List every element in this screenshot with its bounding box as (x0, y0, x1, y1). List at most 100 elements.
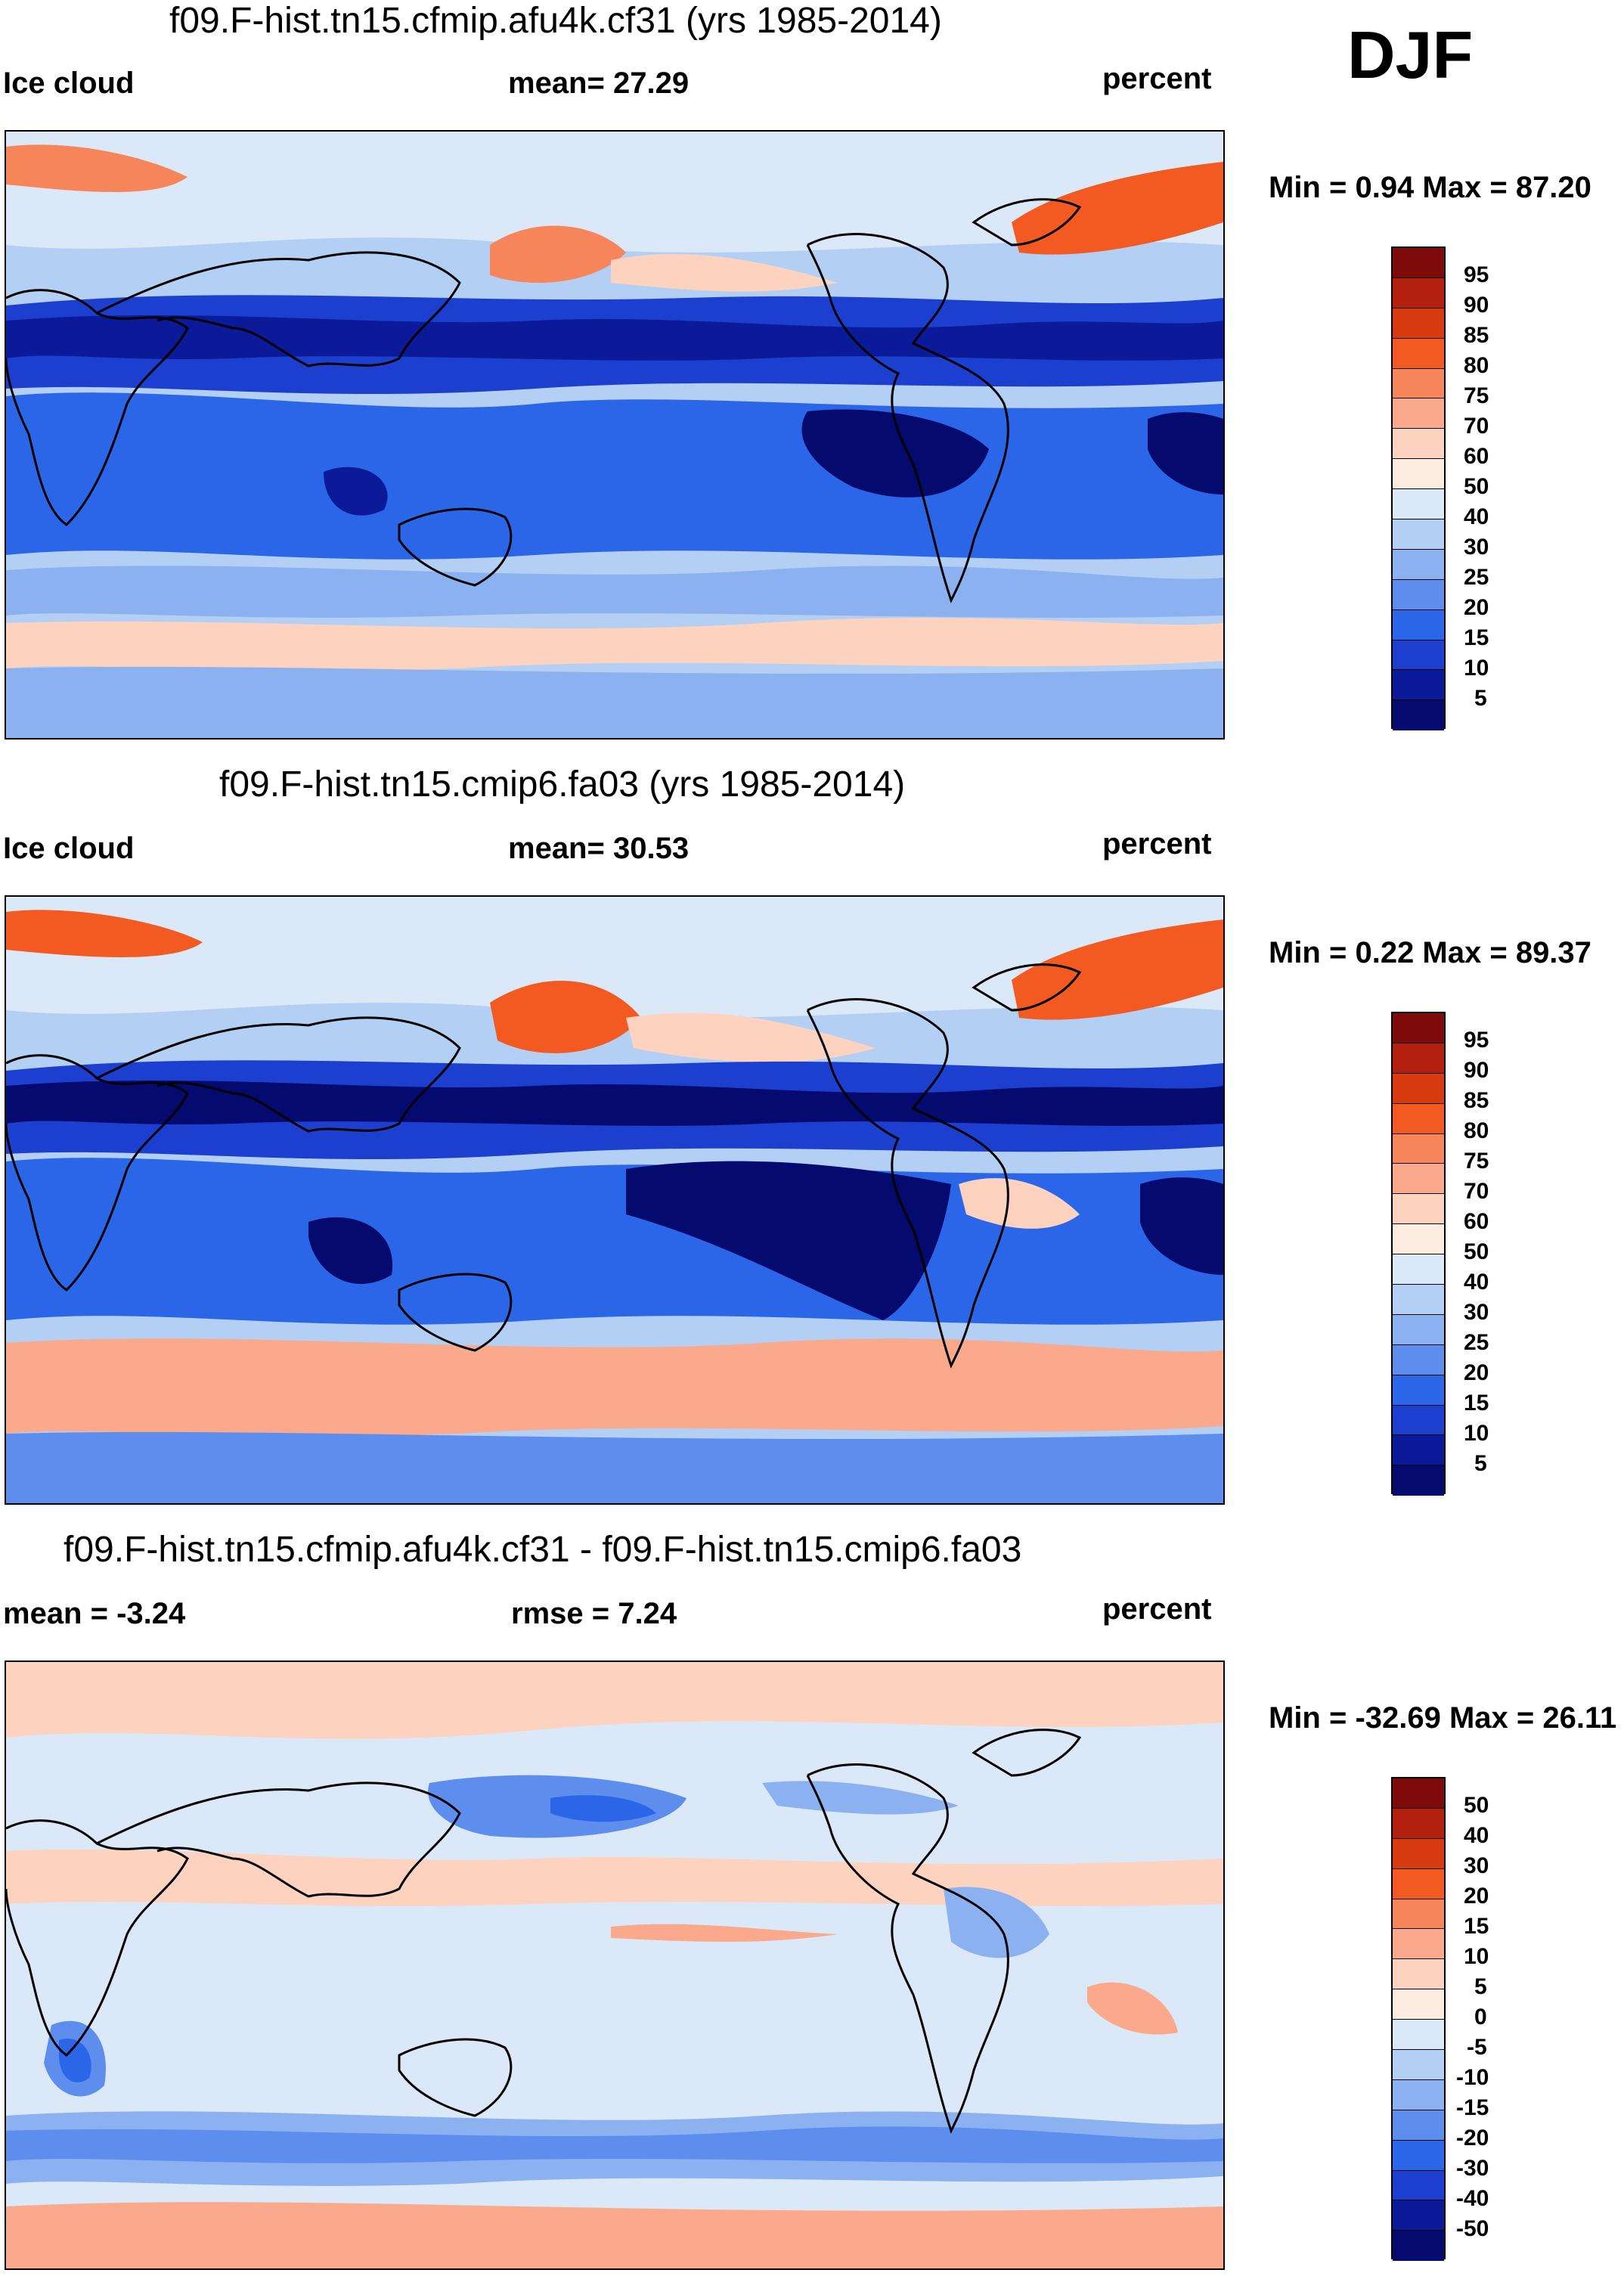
colorbar-swatch (1393, 459, 1444, 490)
colorbar-swatch (1393, 1285, 1444, 1315)
colorbar-swatch (1393, 1838, 1444, 1869)
panel-mean-label: mean= 30.53 (508, 832, 690, 865)
colorbar-tick-label: 70 (1464, 414, 1489, 439)
colorbar-swatch (1393, 1133, 1444, 1164)
colorbar-swatch (1393, 2200, 1444, 2231)
colorbar-tick-label: 50 (1464, 1239, 1489, 1264)
colorbar-tick-label: 85 (1464, 1088, 1489, 1113)
colorbar-swatch (1393, 2079, 1444, 2110)
colorbar-swatch (1393, 429, 1444, 460)
colorbar-tick-label: -20 (1456, 2126, 1489, 2150)
panel-mean-label: mean= 27.29 (508, 67, 690, 100)
colorbar-tick-label: 40 (1464, 504, 1489, 529)
panel-title: f09.F-hist.tn15.cfmip.afu4k.cf31 (yrs 19… (169, 1, 942, 41)
colorbar-tick-label: 90 (1464, 293, 1489, 318)
colorbar-tick-label: 25 (1464, 1330, 1489, 1355)
colorbar-swatch (1393, 700, 1444, 731)
colorbar-swatch (1393, 2050, 1444, 2080)
colorbar-swatch (1393, 308, 1444, 339)
colorbar-swatch (1393, 1989, 1444, 2020)
colorbar-tick-label: 5 (1474, 1974, 1487, 1999)
colorbar-swatch (1393, 2170, 1444, 2201)
colorbar-swatch (1393, 338, 1444, 369)
colorbar-tick-label: 15 (1464, 1391, 1489, 1416)
colorbar-tick-label: 40 (1464, 1270, 1489, 1295)
colorbar-tick-label: 60 (1464, 444, 1489, 469)
map-panel-ice-cloud-experiment (5, 130, 1225, 740)
colorbar-swatch (1393, 2231, 1444, 2262)
panel-minmax-label: Min = 0.94 Max = 87.20 (1269, 171, 1591, 204)
colorbar-swatch (1393, 489, 1444, 520)
colorbar-tick-label: 75 (1464, 383, 1489, 408)
colorbar-swatch (1393, 1254, 1444, 1285)
colorbar-tick-label: 70 (1464, 1179, 1489, 1204)
colorbar-tick-label: 85 (1464, 323, 1489, 348)
panel-minmax-label: Min = 0.22 Max = 89.37 (1269, 936, 1591, 969)
colorbar-swatch (1393, 1435, 1444, 1466)
colorbar-tick-label: 75 (1464, 1149, 1489, 1174)
panel-units-label: percent (1102, 827, 1212, 860)
colorbar-tick-label: 30 (1464, 1300, 1489, 1325)
colorbar-tick-label: 30 (1464, 1853, 1489, 1878)
colorbar-swatch (1393, 549, 1444, 580)
colorbar-tick-label: 40 (1464, 1823, 1489, 1848)
colorbar-swatch (1393, 519, 1444, 550)
colorbar-panel-1 (1391, 247, 1446, 731)
colorbar-swatch (1393, 1073, 1444, 1104)
map-panel-ice-cloud-control (5, 895, 1225, 1505)
colorbar-tick-label: 10 (1464, 1421, 1489, 1446)
panel-variable-label: Ice cloud (3, 832, 135, 865)
colorbar-tick-label: 10 (1464, 656, 1489, 681)
colorbar-tick-label: -50 (1456, 2216, 1489, 2241)
colorbar-swatch (1393, 1929, 1444, 1960)
colorbar-tick-label: 95 (1464, 1028, 1489, 1053)
colorbar-swatch (1393, 1013, 1444, 1043)
colorbar-tick-label: 0 (1474, 2005, 1487, 2029)
colorbar-tick-label: -15 (1456, 2095, 1489, 2120)
colorbar-panel-2 (1391, 1012, 1446, 1496)
colorbar-swatch (1393, 2140, 1444, 2171)
colorbar-swatch (1393, 1103, 1444, 1134)
colorbar-tick-label: 90 (1464, 1058, 1489, 1083)
colorbar-tick-label: 50 (1464, 474, 1489, 499)
colorbar-tick-label: 5 (1474, 1451, 1487, 1476)
colorbar-tick-label: 20 (1464, 1884, 1489, 1909)
colorbar-swatch (1393, 609, 1444, 640)
colorbar-tick-label: 5 (1474, 686, 1487, 711)
panel-units-label: percent (1102, 62, 1212, 95)
colorbar-swatch (1393, 1868, 1444, 1899)
colorbar-tick-label: 80 (1464, 1118, 1489, 1143)
colorbar-swatch (1393, 640, 1444, 671)
colorbar-swatch (1393, 1043, 1444, 1074)
colorbar-tick-label: 60 (1464, 1209, 1489, 1234)
colorbar-tick-label: 30 (1464, 535, 1489, 560)
season-label: DJF (1347, 17, 1474, 92)
colorbar-swatch (1393, 2110, 1444, 2141)
colorbar-swatch (1393, 1899, 1444, 1930)
colorbar-tick-label: 20 (1464, 1360, 1489, 1385)
panel-variable-label: Ice cloud (3, 67, 135, 100)
colorbar-swatch (1393, 248, 1444, 278)
panel-title: f09.F-hist.tn15.cfmip.afu4k.cf31 - f09.F… (64, 1530, 1022, 1570)
map-panel-difference (5, 1660, 1225, 2270)
colorbar-swatch (1393, 1959, 1444, 1990)
colorbar-swatch (1393, 1224, 1444, 1255)
colorbar-tick-label: 25 (1464, 565, 1489, 590)
panel-minmax-label: Min = -32.69 Max = 26.11 (1269, 1701, 1617, 1735)
panel-title: f09.F-hist.tn15.cmip6.fa03 (yrs 1985-201… (219, 764, 906, 805)
colorbar-swatch (1393, 368, 1444, 399)
colorbar-tick-label: -5 (1467, 2035, 1487, 2060)
colorbar-tick-label: 15 (1464, 625, 1489, 650)
colorbar-panel-3 (1391, 1777, 1446, 2262)
colorbar-tick-label: -40 (1456, 2186, 1489, 2211)
colorbar-tick-label: 50 (1464, 1793, 1489, 1818)
colorbar-swatch (1393, 1808, 1444, 1839)
colorbar-swatch (1393, 1405, 1444, 1436)
colorbar-tick-label: 95 (1464, 262, 1489, 287)
colorbar-tick-label: 20 (1464, 595, 1489, 620)
colorbar-swatch (1393, 670, 1444, 701)
colorbar-swatch (1393, 1194, 1444, 1225)
colorbar-swatch (1393, 2020, 1444, 2051)
colorbar-swatch (1393, 1375, 1444, 1406)
colorbar-tick-label: 10 (1464, 1944, 1489, 1969)
